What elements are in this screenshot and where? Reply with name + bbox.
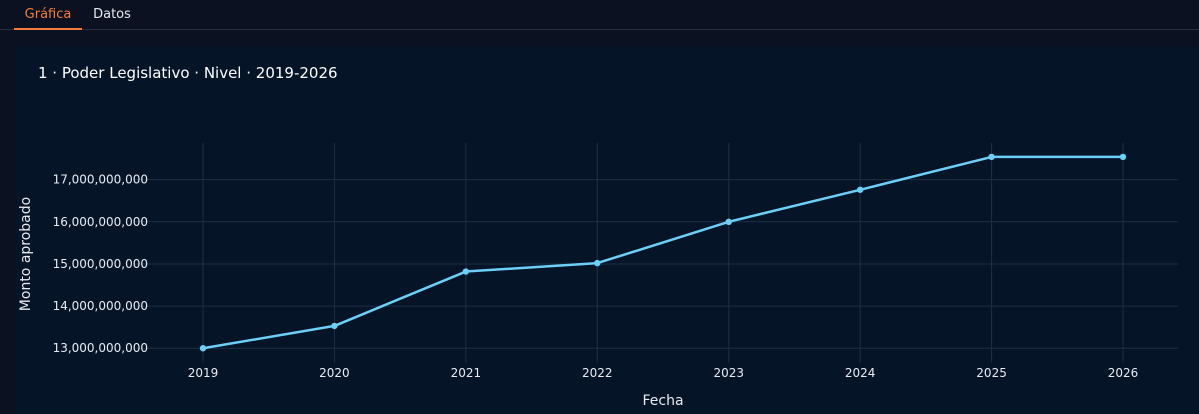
data-point[interactable] xyxy=(856,186,864,193)
tab-datos[interactable]: Datos xyxy=(93,7,131,22)
data-point[interactable] xyxy=(725,218,732,226)
x-tick-label: 2025 xyxy=(976,366,1007,380)
tick-layer: 2019 2020 2021 2022 2023 2024 2025 2026 13,000,0… xyxy=(53,173,1139,380)
x-tick-label: 2024 xyxy=(845,366,876,380)
series-line xyxy=(202,155,1123,350)
x-axis-label: Fecha xyxy=(642,393,683,409)
grid-layer xyxy=(135,143,1178,363)
data-point[interactable] xyxy=(594,259,601,267)
data-point[interactable] xyxy=(988,153,995,161)
y-axis-label: Monto aprobado xyxy=(18,197,34,311)
data-point[interactable] xyxy=(199,345,207,352)
data-point[interactable] xyxy=(462,268,470,275)
tab-grafica[interactable]: Gráfica xyxy=(14,0,82,30)
x-tick-label: 2023 xyxy=(713,366,744,380)
y-tick-label: 16,000,000,000 xyxy=(53,215,148,229)
chart-panel xyxy=(15,46,1199,414)
chart-title: 1 · Poder Legislativo · Nivel · 2019-202… xyxy=(38,64,338,82)
x-tick-label: 2022 xyxy=(582,366,613,380)
y-tick-label: 17,000,000,000 xyxy=(53,173,148,187)
series-layer xyxy=(199,153,1127,352)
x-tick-label: 2026 xyxy=(1108,366,1139,380)
x-tick-label: 2021 xyxy=(451,366,482,380)
tab-bar: Gráfica Datos xyxy=(0,0,1199,30)
x-tick-label: 2020 xyxy=(319,366,350,380)
data-point[interactable] xyxy=(331,322,338,330)
data-point[interactable] xyxy=(1119,153,1127,161)
x-tick-label: 2019 xyxy=(188,366,219,380)
y-tick-label: 14,000,000,000 xyxy=(53,299,148,313)
y-tick-label: 15,000,000,000 xyxy=(53,257,148,271)
y-tick-label: 13,000,000,000 xyxy=(53,341,148,355)
